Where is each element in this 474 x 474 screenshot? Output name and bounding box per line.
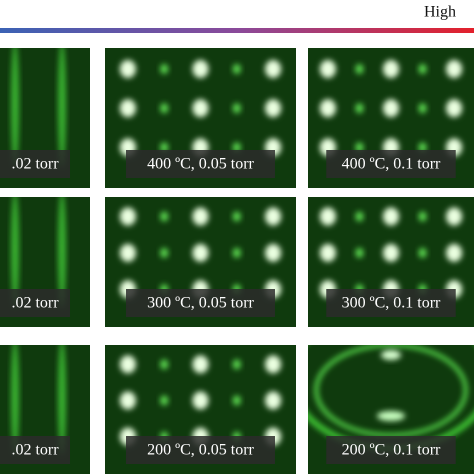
spot [381, 350, 401, 360]
caption-box [0, 436, 70, 464]
panel-grid: .02 torr 400 ºC, 0.05 torr 400 ºC, 0.1 tor… [0, 48, 474, 474]
rheed-panel: 200 ºC, 0.05 torr [105, 345, 296, 474]
spot [418, 64, 427, 74]
spot [265, 243, 282, 262]
spot [383, 99, 399, 118]
rheed-panel: .02 torr [0, 197, 90, 327]
rheed-panel: .02 torr [0, 345, 90, 474]
spot [160, 247, 169, 258]
spot [265, 207, 282, 226]
spot [119, 207, 136, 226]
spot [192, 355, 209, 374]
spot [377, 410, 405, 421]
streak [58, 345, 66, 455]
spot [446, 243, 463, 262]
spot [418, 142, 427, 153]
spot [192, 207, 209, 226]
gradient-bar [0, 28, 474, 33]
rheed-panel: 300 ºC, 0.1 torr [308, 197, 474, 327]
caption-box [0, 150, 70, 178]
spot [232, 64, 241, 74]
spot [232, 247, 241, 258]
spot [319, 99, 336, 118]
spot [418, 247, 427, 258]
rheed-panel: 200 ºC, 0.1 torr [308, 345, 474, 474]
scale-label: High [424, 4, 456, 21]
spot [232, 103, 241, 114]
streak [58, 197, 66, 308]
spot [232, 359, 241, 370]
spot [446, 60, 463, 78]
spot [232, 142, 241, 153]
spot [265, 60, 282, 78]
spot [232, 211, 241, 222]
streak [11, 48, 19, 167]
spot [119, 391, 136, 410]
spot [160, 64, 169, 74]
spot [119, 355, 136, 374]
panel-caption: 200 ºC, 0.1 torr [342, 442, 441, 459]
spot [232, 395, 241, 406]
spot [265, 355, 282, 374]
caption-box [126, 289, 275, 317]
spot [383, 60, 399, 78]
caption-box [126, 436, 275, 464]
arc [314, 345, 468, 438]
panel-caption: .02 torr [11, 156, 59, 173]
spot [119, 99, 136, 118]
spot [355, 247, 364, 258]
spot [119, 60, 136, 78]
spot [355, 103, 364, 114]
spot [160, 359, 169, 370]
spot [319, 207, 336, 226]
panel-caption: 300 ºC, 0.05 torr [147, 295, 254, 312]
spot [446, 99, 463, 118]
rheed-panel: .02 torr [0, 48, 90, 188]
panel-caption: .02 torr [11, 442, 59, 459]
spot [160, 211, 169, 222]
spot [192, 60, 209, 78]
spot [192, 391, 209, 410]
spot [355, 211, 364, 222]
rheed-panel: 400 ºC, 0.05 torr [105, 48, 296, 188]
spot [192, 243, 209, 262]
caption-box [0, 289, 70, 317]
caption-box [326, 289, 456, 317]
spot [319, 243, 336, 262]
spot [319, 60, 336, 78]
spot [119, 243, 136, 262]
panel-caption: 200 ºC, 0.05 torr [147, 442, 254, 459]
spot [160, 103, 169, 114]
caption-box [326, 436, 456, 464]
rheed-panel: 300 ºC, 0.05 torr [105, 197, 296, 327]
panel-caption: 400 ºC, 0.05 torr [147, 156, 254, 173]
streak [58, 48, 66, 167]
spot [265, 391, 282, 410]
spot [446, 207, 463, 226]
streak [11, 197, 19, 308]
caption-box [126, 150, 275, 178]
spot [355, 64, 364, 74]
spot [192, 99, 209, 118]
streak [11, 345, 19, 455]
spot [265, 99, 282, 118]
spot [383, 207, 399, 226]
panel-caption: .02 torr [11, 295, 59, 312]
rheed-panel: 400 ºC, 0.1 torr [308, 48, 474, 188]
caption-box [326, 150, 456, 178]
panel-caption: 300 ºC, 0.1 torr [342, 295, 441, 312]
spot [355, 142, 364, 153]
panel-caption: 400 ºC, 0.1 torr [342, 156, 441, 173]
spot [383, 243, 399, 262]
spot [160, 395, 169, 406]
spot [418, 211, 427, 222]
spot [160, 142, 169, 153]
spot [418, 103, 427, 114]
